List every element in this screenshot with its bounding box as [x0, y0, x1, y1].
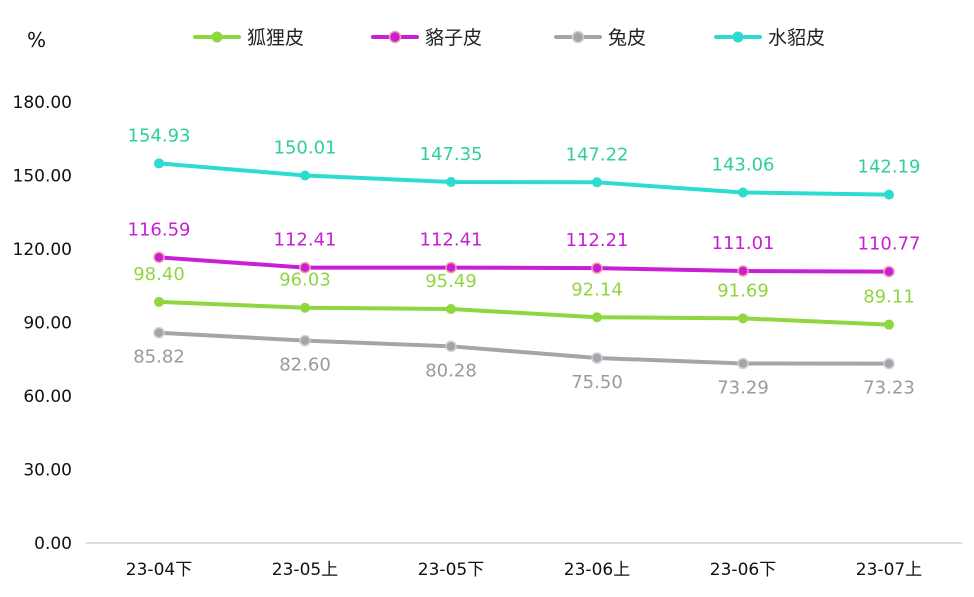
series-line	[157, 330, 891, 366]
data-point[interactable]	[591, 262, 603, 274]
series-line	[157, 255, 891, 274]
series-0	[154, 296, 894, 330]
data-label: 89.11	[863, 287, 915, 308]
data-point[interactable]	[738, 313, 748, 324]
data-label: 96.03	[279, 270, 331, 291]
data-point[interactable]	[884, 319, 894, 330]
legend-item[interactable]: 水貂皮	[714, 27, 825, 49]
chart-legend: 狐狸皮 貉子皮 兔皮 水貂皮	[193, 27, 825, 49]
y-tick-label: 180.00	[13, 93, 72, 113]
data-point[interactable]	[737, 357, 749, 370]
x-tick-label: 23-04下	[126, 560, 192, 580]
data-label: 110.77	[858, 234, 921, 255]
data-label: 73.29	[717, 377, 769, 398]
y-axis: 0.00 30.00 60.00 90.00 120.00 150.00 180.00	[13, 93, 72, 554]
data-label: 116.59	[128, 219, 191, 240]
data-point[interactable]	[737, 265, 749, 277]
data-point[interactable]	[445, 261, 457, 274]
legend-item[interactable]: 狐狸皮	[193, 27, 304, 49]
legend-item[interactable]: 貉子皮	[371, 27, 482, 49]
data-point[interactable]	[591, 352, 603, 364]
legend-label: 狐狸皮	[247, 27, 304, 49]
legend-swatch-marker	[388, 30, 402, 44]
data-label: 154.93	[128, 125, 191, 146]
data-point[interactable]	[445, 340, 457, 353]
y-tick-label: 60.00	[23, 387, 72, 407]
legend-item[interactable]: 兔皮	[554, 27, 646, 49]
data-label: 80.28	[425, 360, 477, 381]
data-point[interactable]	[300, 170, 310, 181]
data-label: 147.22	[566, 144, 629, 165]
data-point[interactable]	[153, 251, 165, 264]
data-point[interactable]	[154, 158, 164, 169]
x-tick-label: 23-07上	[856, 560, 922, 580]
data-point[interactable]	[592, 312, 602, 323]
y-tick-label: 120.00	[13, 240, 72, 260]
series-line	[157, 299, 891, 327]
x-axis: 23-04下 23-05上 23-05下 23-06上 23-06下 23-07上	[126, 560, 922, 580]
x-tick-label: 23-06下	[710, 560, 776, 580]
data-label: 85.82	[133, 347, 185, 368]
data-point[interactable]	[299, 334, 311, 347]
data-label: 112.21	[566, 230, 629, 251]
legend-swatch-marker	[732, 31, 744, 43]
legend-swatch-marker	[571, 30, 585, 44]
series-1	[153, 251, 895, 278]
y-tick-label: 30.00	[23, 461, 72, 481]
data-label: 92.14	[571, 279, 623, 300]
series-3	[154, 158, 894, 200]
legend-label: 貉子皮	[425, 27, 482, 49]
y-tick-label: 90.00	[23, 314, 72, 334]
x-tick-label: 23-05下	[418, 560, 484, 580]
series-line	[157, 161, 891, 197]
y-tick-label: 150.00	[13, 167, 72, 187]
data-point[interactable]	[299, 261, 311, 274]
data-point[interactable]	[738, 187, 748, 198]
y-tick-label: 0.00	[34, 534, 72, 554]
series-2	[153, 326, 895, 370]
data-point[interactable]	[883, 265, 895, 278]
data-point[interactable]	[883, 357, 895, 370]
data-point[interactable]	[884, 189, 894, 200]
data-label: 82.60	[279, 355, 331, 376]
data-point[interactable]	[300, 302, 310, 313]
legend-label: 水貂皮	[768, 27, 825, 49]
data-label: 95.49	[425, 271, 477, 292]
series-layer	[153, 158, 895, 370]
data-point[interactable]	[592, 177, 602, 188]
y-axis-unit-label: %	[27, 28, 46, 52]
data-label: 150.01	[274, 137, 337, 158]
data-label: 112.41	[274, 230, 337, 251]
data-label: 147.35	[420, 144, 483, 165]
data-point[interactable]	[153, 326, 165, 339]
legend-label: 兔皮	[608, 27, 646, 49]
data-label: 142.19	[858, 157, 921, 178]
data-label-layer: 98.40 96.03 95.49 92.14 91.69 89.11 116.59 112.…	[128, 125, 921, 398]
data-label: 73.23	[863, 378, 915, 399]
data-label: 75.50	[571, 372, 623, 393]
x-tick-label: 23-05上	[272, 560, 338, 580]
data-label: 143.06	[712, 155, 775, 176]
data-point[interactable]	[446, 176, 456, 187]
data-label: 111.01	[712, 233, 775, 254]
data-label: 98.40	[133, 264, 185, 285]
x-tick-label: 23-06上	[564, 560, 630, 580]
data-point[interactable]	[154, 296, 164, 307]
data-point[interactable]	[446, 304, 456, 315]
data-label: 112.41	[420, 230, 483, 251]
data-label: 91.69	[717, 280, 769, 301]
legend-swatch-marker	[211, 31, 223, 43]
